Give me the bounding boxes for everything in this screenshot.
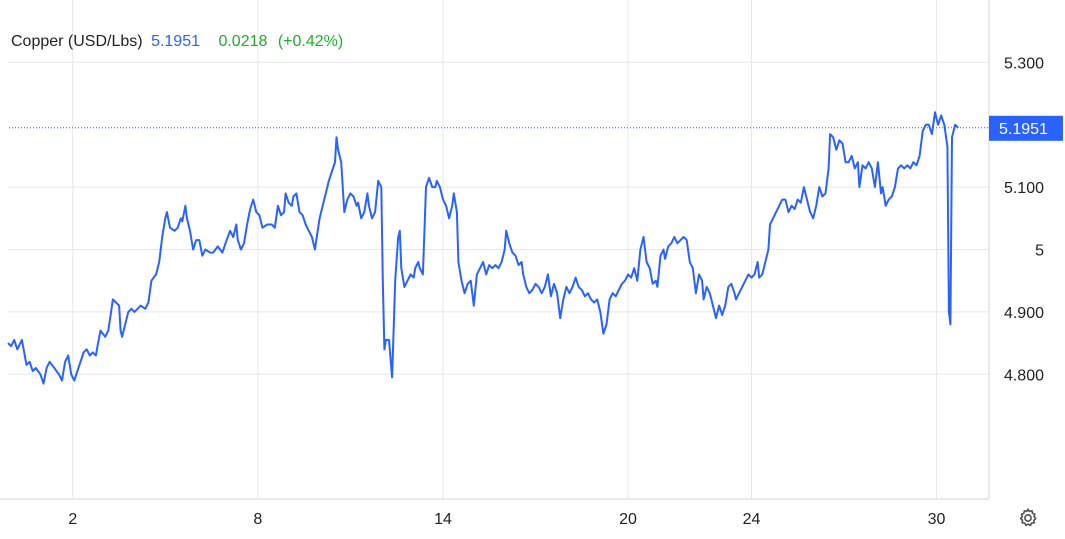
x-tick-label: 14 (434, 511, 452, 528)
x-axis-ticks: 2 8 14 20 24 30 (68, 511, 945, 528)
y-tick-label: 5.100 (1004, 180, 1044, 197)
x-tick-label: 30 (928, 511, 946, 528)
y-tick-label: 5.300 (1004, 55, 1044, 72)
y-tick-label: 5 (1035, 243, 1044, 260)
current-price-badge-bg (989, 115, 1063, 141)
chart-legend: Copper (USD/Lbs) 5.1951 0.0218 (+0.42%) (11, 33, 343, 51)
price-series-line (7, 111, 959, 385)
y-tick-label: 4.900 (1004, 305, 1044, 322)
legend-symbol-label: Copper (USD/Lbs) (11, 33, 143, 50)
x-tick-label: 8 (253, 511, 262, 528)
gear-icon[interactable] (1017, 507, 1039, 529)
current-price-badge: 5.1951 (989, 115, 1063, 141)
legend-last-value: 5.1951 (151, 33, 200, 50)
legend-change: 0.0218 (218, 33, 268, 50)
current-price-label: 5.1951 (999, 121, 1048, 138)
x-tick-label: 24 (743, 511, 761, 528)
vertical-gridlines (72, 0, 938, 499)
x-tick-label: 2 (68, 511, 77, 528)
y-axis-ticks: 4.800 4.900 5 5.100 5.300 (1004, 55, 1044, 384)
y-tick-label: 4.800 (1004, 367, 1044, 384)
x-tick-label: 20 (619, 511, 637, 528)
horizontal-gridlines (8, 61, 989, 375)
legend-change-percent: (+0.42%) (277, 33, 344, 50)
